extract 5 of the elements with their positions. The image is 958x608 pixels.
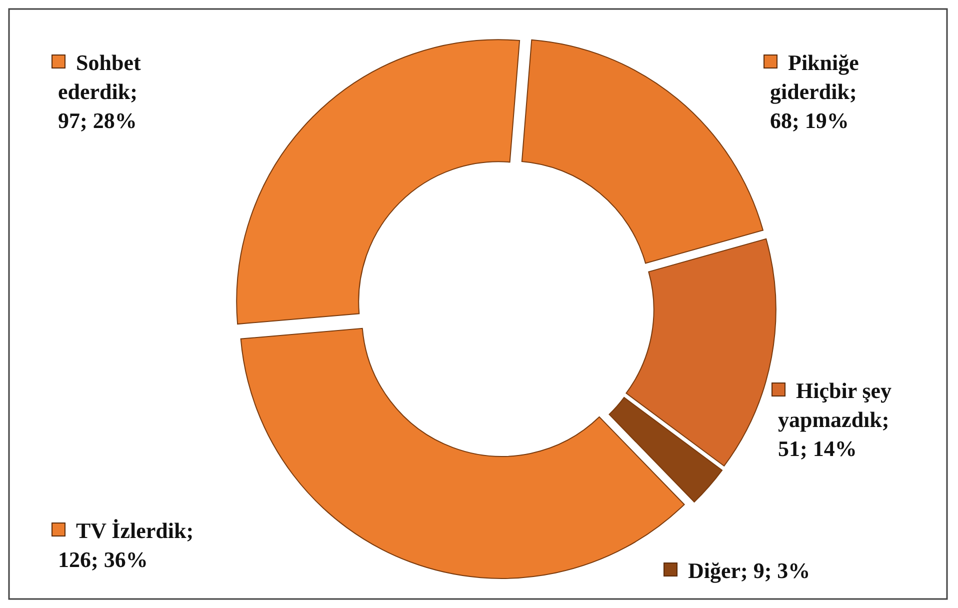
legend-label: Pikniğe giderdik; 68; 19%: [770, 50, 860, 133]
legend-label: TV İzlerdik; 126; 36%: [58, 518, 194, 572]
legend-label: Hiçbir şey yapmazdık; 51; 14%: [778, 378, 892, 461]
legend-label: Diğer; 9; 3%: [688, 558, 810, 583]
legend-label: Sohbet ederdik; 97; 28%: [58, 50, 142, 133]
